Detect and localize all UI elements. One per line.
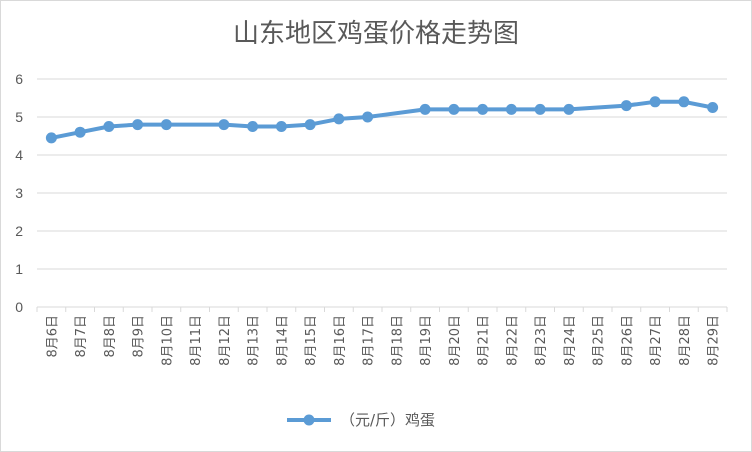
- x-tick-label: 8月21日: [477, 315, 492, 366]
- data-point: [45, 132, 57, 144]
- data-point: [247, 121, 259, 132]
- x-tick-label: 8月14日: [275, 315, 290, 366]
- x-tick-label: 8月27日: [649, 315, 664, 366]
- data-point: [678, 96, 690, 108]
- series-line: [50, 99, 714, 140]
- x-tick-label: 8月7日: [74, 315, 89, 358]
- x-tick-label: 8月16日: [333, 315, 348, 366]
- y-tick-label: 3: [15, 185, 23, 201]
- data-point: [74, 126, 86, 138]
- x-tick-label: 8月10日: [160, 315, 175, 366]
- x-tick-label: 8月13日: [247, 315, 262, 366]
- y-tick-label: 4: [15, 147, 23, 163]
- x-tick-label: 8月17日: [362, 315, 377, 366]
- y-tick-label: 2: [15, 223, 23, 239]
- data-point: [563, 103, 575, 115]
- data-point: [505, 103, 517, 115]
- data-point: [534, 103, 546, 115]
- data-point: [707, 102, 719, 113]
- data-point: [132, 119, 144, 131]
- x-tick-label: 8月6日: [45, 315, 60, 358]
- y-axis-ticks: 0 1 2 3 4 5 6: [15, 71, 23, 315]
- data-point: [477, 103, 489, 115]
- x-tick-label: 8月20日: [448, 315, 463, 366]
- x-axis-ticks: 8月6日 8月7日 8月8日 8月9日 8月10日 8月11日 8月12日 8月13日 8月14…: [45, 315, 721, 366]
- data-point: [448, 103, 460, 115]
- x-tick-label: 8月19日: [419, 315, 434, 366]
- data-point: [362, 111, 374, 123]
- x-tick-label: 8月26日: [620, 315, 635, 366]
- y-tick-label: 5: [15, 109, 23, 125]
- x-tick-label: 8月28日: [678, 315, 693, 366]
- legend: （元/斤）鸡蛋: [287, 411, 435, 429]
- data-point: [103, 121, 115, 132]
- x-tick-label: 8月25日: [592, 315, 607, 366]
- data-point: [419, 103, 431, 115]
- legend-label: （元/斤）鸡蛋: [340, 411, 435, 429]
- x-tick-label: 8月15日: [304, 315, 319, 366]
- data-point: [304, 119, 316, 131]
- legend-marker-swatch: [303, 414, 315, 426]
- x-tick-label: 8月9日: [132, 315, 147, 358]
- data-point: [275, 121, 287, 132]
- data-point: [160, 119, 172, 131]
- y-tick-label: 1: [15, 261, 23, 277]
- x-tick-label: 8月24日: [563, 315, 578, 366]
- x-tick-label: 8月12日: [218, 315, 233, 366]
- y-tick-label: 6: [15, 71, 23, 87]
- data-point: [218, 119, 230, 131]
- data-point: [649, 96, 661, 108]
- x-tick-label: 8月11日: [189, 315, 204, 366]
- data-point: [333, 113, 345, 125]
- chart-title: 山东地区鸡蛋价格走势图: [233, 19, 519, 49]
- x-tick-label: 8月23日: [534, 315, 549, 366]
- x-tick-label: 8月29日: [707, 315, 722, 366]
- x-tick-label: 8月8日: [103, 315, 118, 358]
- x-tick-label: 8月18日: [390, 315, 405, 366]
- series-group: [45, 96, 719, 144]
- x-axis: [36, 306, 728, 312]
- y-tick-label: 0: [15, 299, 23, 315]
- data-point: [620, 100, 632, 112]
- x-tick-label: 8月22日: [505, 315, 520, 366]
